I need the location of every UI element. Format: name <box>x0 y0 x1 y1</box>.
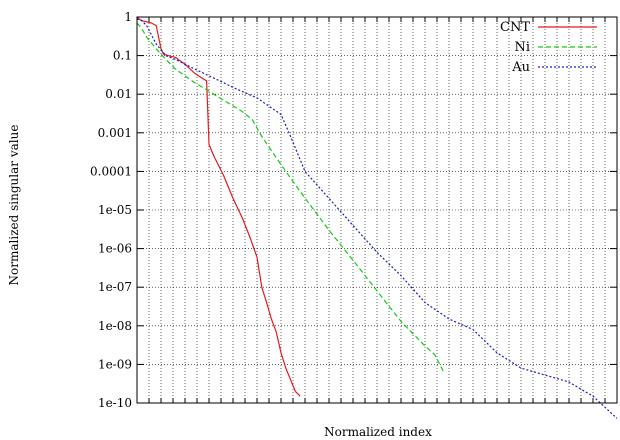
axis-ticks: 1e-10 1e-09 1e-08 1e-07 1e-06 1e-05 0.0001 0.00… <box>90 10 618 410</box>
y-tick-label: 0.01 <box>105 87 132 101</box>
y-tick-label: 1 <box>124 10 132 24</box>
y-tick-label: 0.001 <box>98 126 132 140</box>
y-tick-label: 0.1 <box>113 49 132 63</box>
legend-label-ni: Ni <box>514 40 530 55</box>
y-tick-label: 1e-10 <box>98 396 132 410</box>
legend-label-cnt: CNT <box>500 20 530 35</box>
series-line-au <box>136 18 618 419</box>
y-tick-label: 1e-05 <box>98 203 132 217</box>
series-line-ni <box>136 22 445 374</box>
x-axis-label: Normalized index <box>324 425 432 439</box>
y-tick-label: 1e-06 <box>98 242 132 256</box>
series-line-cnt <box>136 16 301 397</box>
grid <box>137 17 617 403</box>
legend-label-au: Au <box>511 60 530 75</box>
y-tick-label: 1e-08 <box>98 319 132 333</box>
y-tick-label: 0.0001 <box>90 164 132 178</box>
y-axis-label: Normalized singular value <box>7 125 21 286</box>
y-tick-label: 1e-07 <box>98 280 132 294</box>
y-tick-label: 1e-09 <box>98 357 132 371</box>
legend: CNT Ni Au <box>500 20 597 75</box>
series-lines <box>136 16 618 419</box>
plot-frame <box>136 16 618 404</box>
